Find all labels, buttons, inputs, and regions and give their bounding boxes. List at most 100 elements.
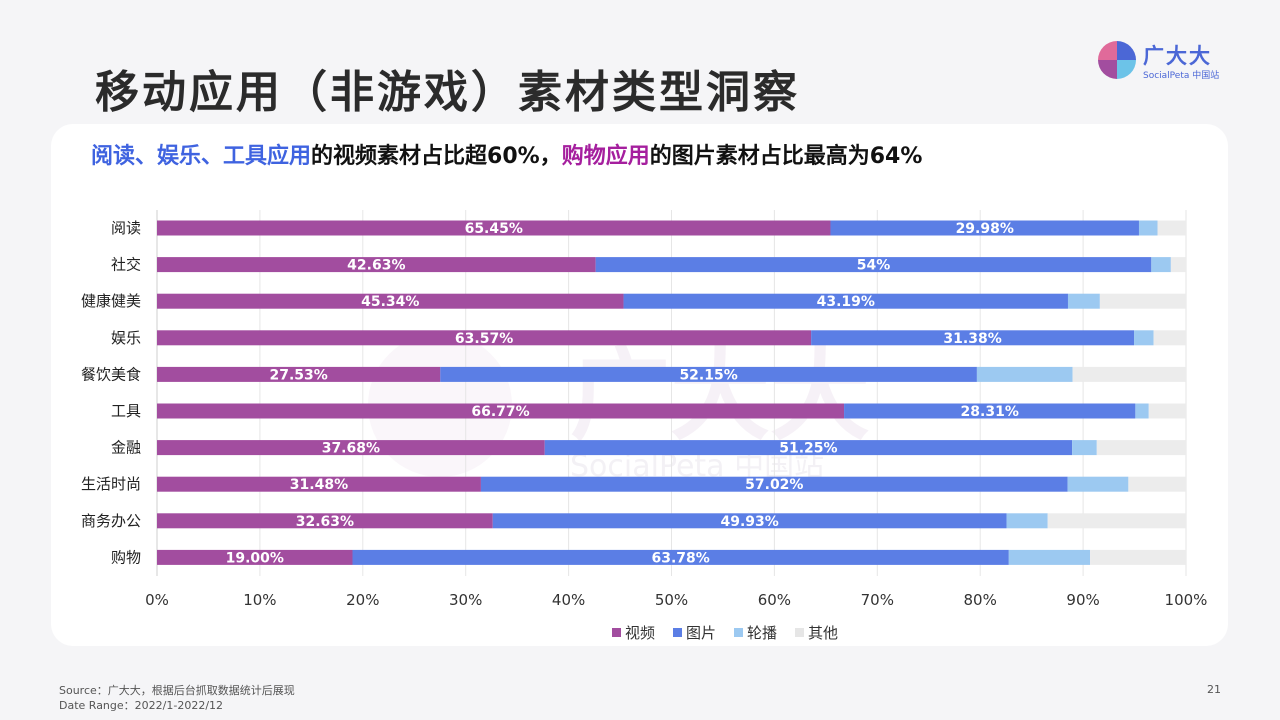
- x-tick-label: 10%: [243, 591, 276, 609]
- bar-segment-video: [157, 366, 441, 382]
- bar-segment-other: [1128, 476, 1186, 492]
- bar-segment-carousel: [1072, 440, 1097, 456]
- legend-label: 视频: [624, 624, 655, 642]
- data-label: 63.78%: [652, 550, 710, 566]
- bar-segment-carousel: [1067, 476, 1129, 492]
- bar-segment-other: [1047, 513, 1186, 529]
- x-tick-label: 50%: [655, 591, 688, 609]
- x-tick-label: 90%: [1066, 591, 1099, 609]
- bar-segment-other: [1153, 330, 1186, 346]
- data-label: 29.98%: [956, 221, 1014, 237]
- legend-item: 轮播: [734, 622, 777, 643]
- bar-segment-other: [1096, 440, 1186, 456]
- legend-label: 轮播: [747, 624, 778, 642]
- data-label: 42.63%: [347, 258, 405, 274]
- bar-segment-carousel: [1138, 220, 1158, 236]
- bar-segment-video: [157, 293, 624, 309]
- bar-segment-carousel: [1067, 293, 1100, 309]
- data-label: 31.38%: [943, 331, 1001, 347]
- bar-segment-image: [352, 549, 1009, 565]
- bar-segment-video: [157, 476, 481, 492]
- category-label: 金融: [111, 439, 141, 457]
- bar-segment-carousel: [1008, 549, 1091, 565]
- bar-segment-other: [1090, 549, 1186, 565]
- bar-segment-image: [830, 220, 1139, 236]
- page-number: 21: [1207, 683, 1221, 696]
- legend-swatch: [611, 628, 621, 637]
- headline-highlight-apps: 阅读、娱乐、工具应用: [91, 144, 312, 169]
- category-label: 健康健美: [81, 292, 141, 310]
- bar-segment-carousel: [1134, 330, 1154, 346]
- footer-date-range: Date Range：2022/1-2022/12: [59, 699, 224, 712]
- data-label: 65.45%: [465, 221, 523, 237]
- data-label: 45.34%: [361, 294, 419, 310]
- bar-segment-image: [480, 476, 1068, 492]
- x-tick-label: 80%: [964, 591, 997, 609]
- bar-segment-other: [1099, 293, 1186, 309]
- watermark-text: 广大大: [570, 337, 870, 454]
- data-label: 57.02%: [745, 477, 803, 493]
- x-tick-label: 100%: [1165, 591, 1208, 609]
- category-label: 餐饮美食: [81, 365, 141, 383]
- bar-segment-video: [157, 330, 812, 346]
- data-label: 52.15%: [679, 367, 737, 383]
- data-label: 19.00%: [226, 550, 284, 566]
- bar-segment-image: [544, 440, 1073, 456]
- headline: 阅读、娱乐、工具应用的视频素材占比超60%，购物应用的图片素材占比最高为64%: [91, 138, 922, 170]
- legend-swatch: [672, 628, 682, 637]
- legend-label: 其他: [808, 624, 839, 642]
- data-label: 43.19%: [817, 294, 875, 310]
- bar-segment-image: [623, 293, 1068, 309]
- page-title: 移动应用（非游戏）素材类型洞察: [95, 67, 800, 118]
- x-tick-label: 60%: [758, 591, 791, 609]
- data-label: 31.48%: [290, 477, 348, 493]
- headline-highlight-shopping: 购物应用: [561, 144, 650, 169]
- x-tick-label: 40%: [552, 591, 585, 609]
- headline-text-image: 的图片素材占比最高为64%: [649, 144, 923, 169]
- bar-segment-carousel: [1006, 513, 1048, 529]
- category-label: 商务办公: [81, 512, 141, 530]
- data-label: 37.68%: [322, 441, 380, 457]
- bar-segment-image: [440, 366, 977, 382]
- logo-icon: [1098, 41, 1136, 79]
- bar-segment-image: [844, 403, 1136, 419]
- x-tick-label: 0%: [145, 591, 169, 609]
- headline-text-video: 的视频素材占比超60%，: [311, 144, 562, 169]
- bar-segment-video: [157, 513, 493, 529]
- legend-swatch: [734, 628, 743, 637]
- bar-segment-video: [157, 549, 353, 565]
- bar-segment-video: [157, 403, 845, 419]
- logo-subtitle: SocialPeta 中国站: [1143, 71, 1220, 81]
- data-label: 27.53%: [269, 367, 327, 383]
- data-label: 54%: [857, 258, 891, 274]
- data-label: 28.31%: [961, 404, 1019, 420]
- legend-swatch: [795, 628, 805, 637]
- category-label: 工具: [111, 402, 141, 420]
- bar-segment-carousel: [976, 366, 1073, 382]
- data-label: 51.25%: [779, 441, 837, 457]
- x-tick-label: 70%: [861, 591, 894, 609]
- bar-segment-other: [1157, 220, 1186, 236]
- data-label: 32.63%: [296, 514, 354, 530]
- legend-item: 视频: [442, 622, 655, 643]
- data-label: 66.77%: [471, 404, 529, 420]
- category-label: 娱乐: [111, 329, 141, 347]
- bar-segment-video: [157, 440, 545, 456]
- bar-segment-image: [492, 513, 1007, 529]
- bar-segment-other: [1072, 366, 1186, 382]
- data-label: 63.57%: [455, 331, 513, 347]
- legend-item: 其他: [795, 622, 838, 643]
- bar-segment-other: [1170, 257, 1186, 273]
- bar-segment-other: [1148, 403, 1186, 419]
- brand-logo: 广大大 SocialPeta 中国站: [1097, 40, 1229, 86]
- bar-segment-carousel: [1135, 403, 1149, 419]
- bar-segment-image: [811, 330, 1135, 346]
- x-tick-label: 30%: [449, 591, 482, 609]
- bar-segment-video: [157, 257, 596, 273]
- footer-source: Source：广大大，根据后台抓取数据统计后展现: [59, 684, 295, 697]
- category-label: 社交: [111, 256, 141, 274]
- category-label: 生活时尚: [81, 475, 141, 493]
- x-tick-label: 20%: [346, 591, 379, 609]
- chart-legend: 视频 图片 轮播 其他: [0, 622, 1280, 643]
